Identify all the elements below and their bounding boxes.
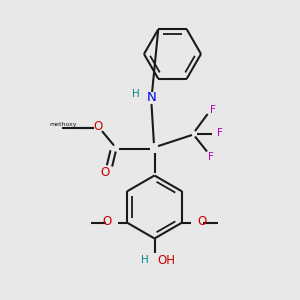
Text: H: H <box>132 89 140 99</box>
Text: O: O <box>197 215 207 228</box>
Text: O: O <box>94 120 103 134</box>
Text: F: F <box>217 128 223 138</box>
Text: O: O <box>102 215 112 228</box>
Text: H: H <box>141 255 149 266</box>
Text: OH: OH <box>158 254 175 267</box>
Text: O: O <box>100 166 109 179</box>
Text: N: N <box>147 91 156 104</box>
Text: F: F <box>210 105 216 115</box>
Text: methoxy: methoxy <box>49 122 77 127</box>
Text: F: F <box>208 152 214 162</box>
